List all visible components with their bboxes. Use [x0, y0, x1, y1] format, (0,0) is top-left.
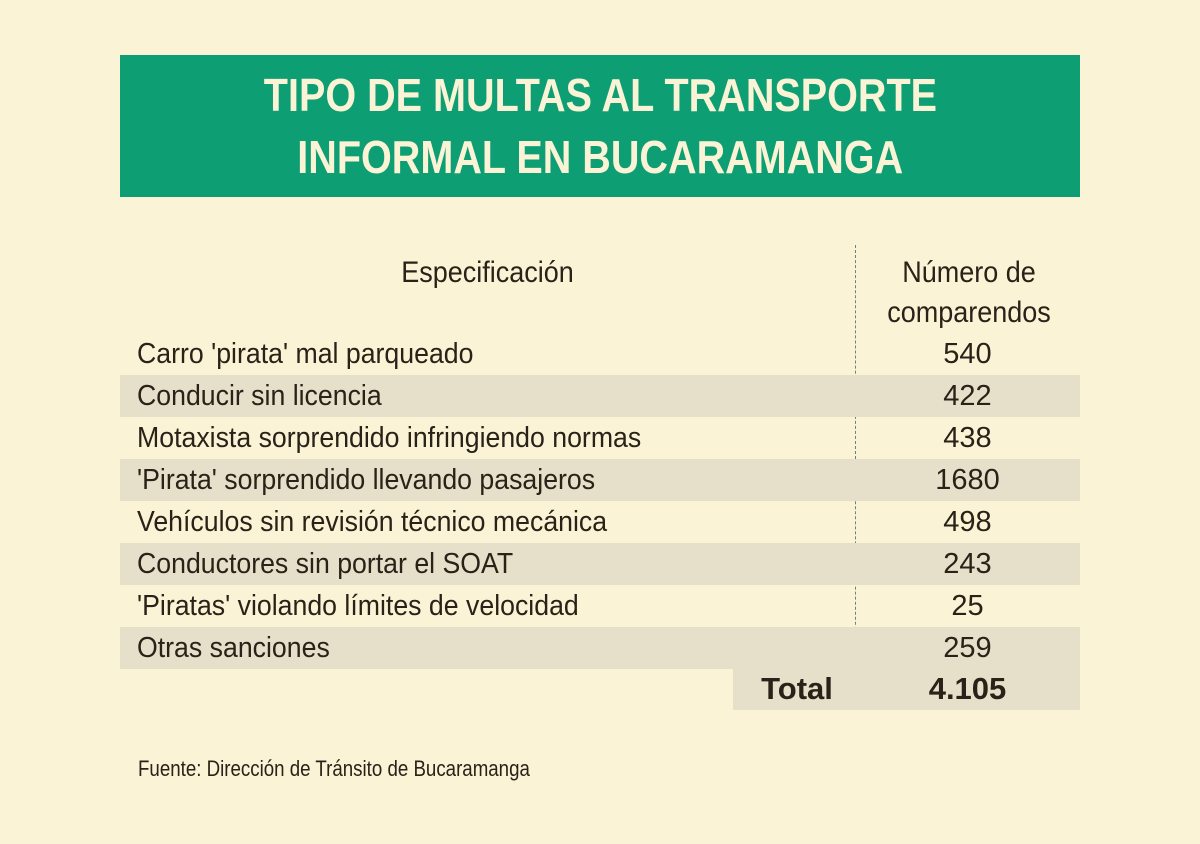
column-header-count-line1: Número de: [902, 256, 1036, 289]
row-label: Conducir sin licencia: [137, 379, 382, 412]
table-row: Otras sanciones 259: [120, 627, 1080, 669]
row-value: 438: [943, 421, 992, 454]
title-line-2: INFORMAL EN BUCARAMANGA: [297, 131, 903, 183]
table-row: Conducir sin licencia 422: [120, 375, 1080, 417]
total-row: Total 4.105: [733, 668, 1080, 710]
total-label: Total: [761, 671, 833, 706]
column-header-spec: Especificación: [401, 256, 574, 289]
title-banner: TIPO DE MULTAS AL TRANSPORTE INFORMAL EN…: [120, 55, 1080, 197]
table-row: Carro 'pirata' mal parqueado 540: [120, 333, 1080, 375]
row-label: Motaxista sorprendido infringiendo norma…: [137, 421, 642, 454]
table-body: Carro 'pirata' mal parqueado 540 Conduci…: [120, 333, 1080, 669]
table-row: 'Pirata' sorprendido llevando pasajeros …: [120, 459, 1080, 501]
row-value: 540: [943, 337, 992, 370]
table-row: Conductores sin portar el SOAT 243: [120, 543, 1080, 585]
column-header-count-line2: comparendos: [887, 296, 1051, 329]
source-note: Fuente: Dirección de Tránsito de Bucaram…: [138, 756, 530, 781]
row-value: 243: [943, 547, 992, 580]
row-label: 'Pirata' sorprendido llevando pasajeros: [137, 463, 596, 496]
column-header-count: Número de comparendos: [858, 253, 1080, 333]
table-row: Motaxista sorprendido infringiendo norma…: [120, 417, 1080, 459]
title-line-1: TIPO DE MULTAS AL TRANSPORTE: [263, 69, 937, 121]
row-value: 25: [951, 589, 984, 622]
row-label: Vehículos sin revisión técnico mecánica: [137, 505, 608, 538]
table-row: 'Piratas' violando límites de velocidad …: [120, 585, 1080, 627]
table-row: Vehículos sin revisión técnico mecánica …: [120, 501, 1080, 543]
row-label: 'Piratas' violando límites de velocidad: [137, 589, 579, 622]
column-divider: [855, 245, 856, 665]
row-label: Otras sanciones: [137, 631, 330, 664]
row-label: Carro 'pirata' mal parqueado: [137, 337, 474, 370]
row-label: Conductores sin portar el SOAT: [137, 547, 514, 580]
row-value: 259: [943, 631, 992, 664]
row-value: 498: [943, 505, 992, 538]
total-value: 4.105: [928, 671, 1007, 706]
row-value: 422: [943, 379, 992, 412]
row-value: 1680: [935, 463, 1000, 496]
